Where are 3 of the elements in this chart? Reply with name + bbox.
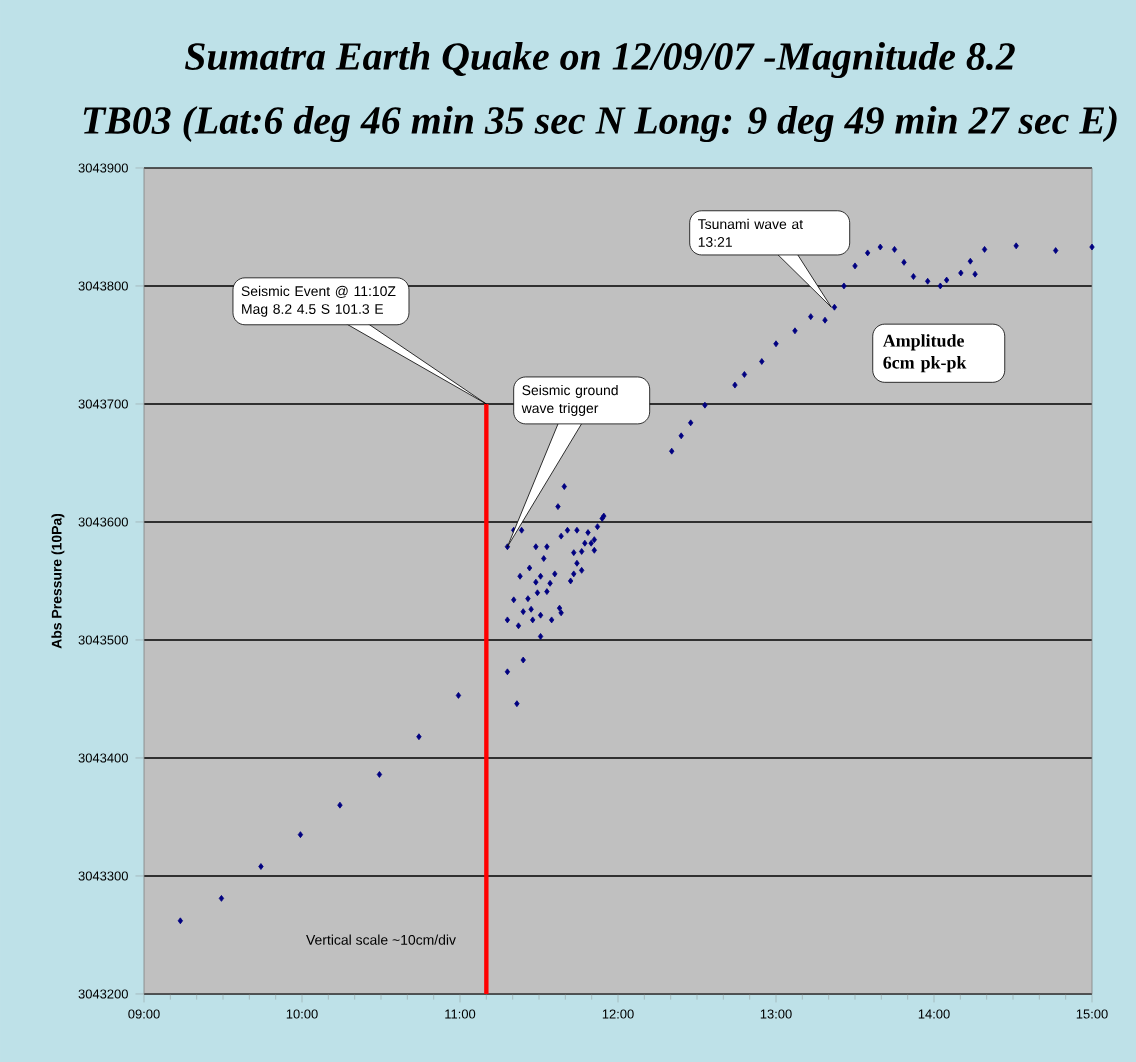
annotation: Amplitude 6cm pk-pk [882, 334, 967, 373]
chart-subtitle: TB03 (Lat:6 deg 46 min 35 sec N Long: 9 deg 49 min 27 sec E) [83, 105, 1117, 143]
chart-title: Sumatra Earth Quake on 12/09/07 -Magnitude 8.2 [184, 41, 1015, 79]
